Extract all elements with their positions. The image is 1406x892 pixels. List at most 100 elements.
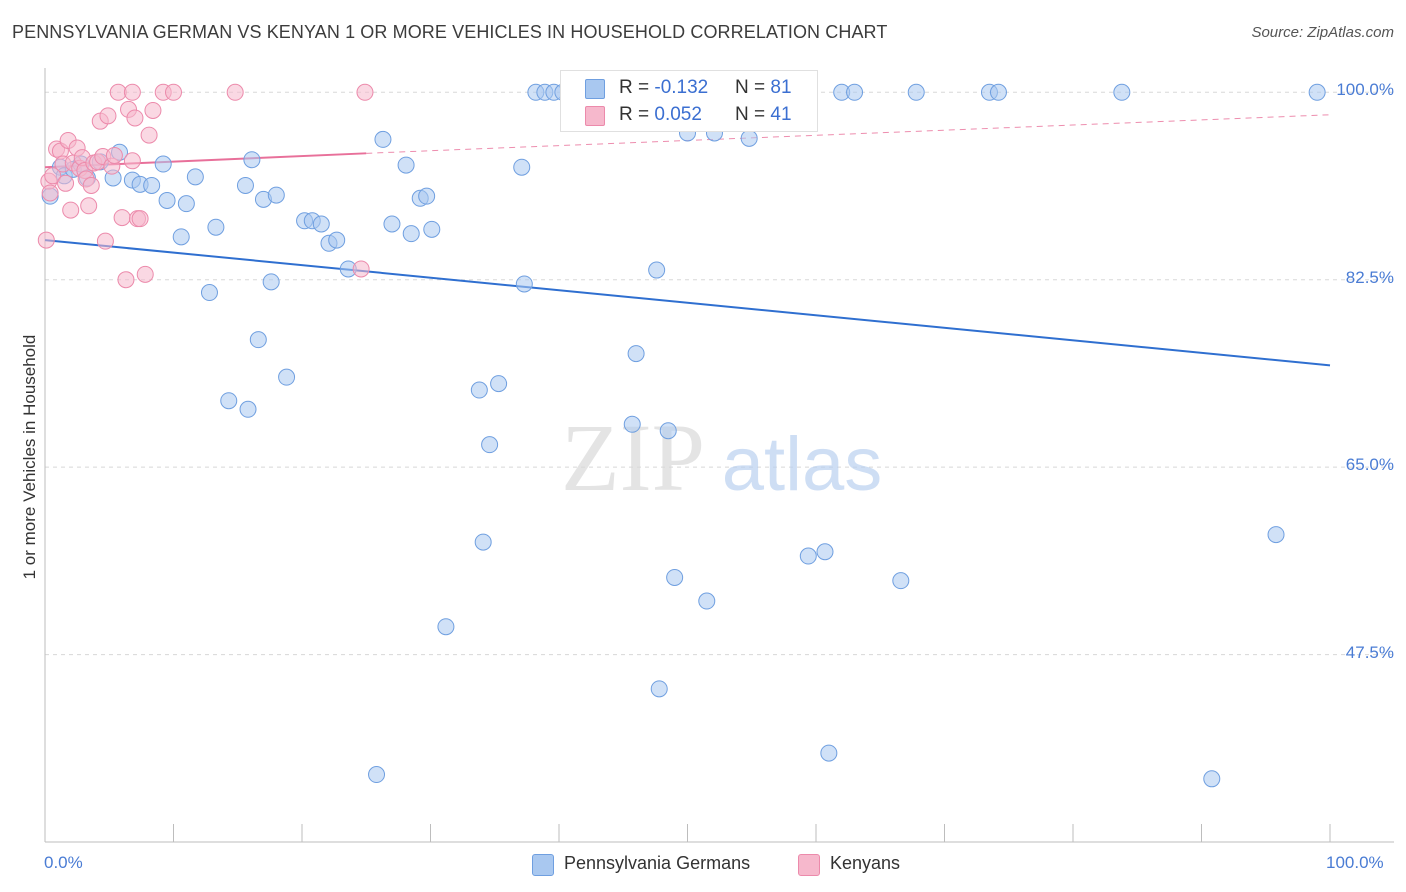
pennsylvania-german-point bbox=[648, 261, 666, 279]
pennsylvania-german-point bbox=[627, 345, 645, 363]
pennsylvania-german-point bbox=[666, 568, 684, 586]
n-stat: N = 81 bbox=[735, 77, 792, 98]
pennsylvania-german-point bbox=[158, 191, 176, 209]
kenyan-point bbox=[62, 201, 80, 219]
pennsylvania-german-point bbox=[481, 436, 499, 454]
pennsylvania-german-point bbox=[1267, 526, 1285, 544]
watermark-atlas: atlas bbox=[722, 422, 883, 507]
pennsylvania-german-point bbox=[328, 231, 346, 249]
pennsylvania-german-point bbox=[892, 572, 910, 590]
pennsylvania-german-point bbox=[816, 543, 834, 561]
kenyan-point bbox=[131, 210, 149, 228]
y-axis-title-wrap: 1 or more Vehicles in Household bbox=[18, 0, 42, 892]
y-tick-label: 47.5% bbox=[1345, 642, 1394, 662]
pennsylvania-german-point bbox=[239, 400, 257, 418]
legend-swatch-blue bbox=[585, 79, 605, 99]
kenyan-point bbox=[57, 174, 75, 192]
kenyan-point bbox=[136, 265, 154, 283]
r-stat: R = 0.052 bbox=[619, 104, 702, 125]
pennsylvania-german-point bbox=[236, 176, 254, 194]
pennsylvania-german-point bbox=[490, 375, 508, 393]
pennsylvania-german-point bbox=[402, 225, 420, 243]
pennsylvania-german-point bbox=[1308, 83, 1326, 101]
pennsylvania-german-point bbox=[177, 195, 195, 213]
pennsylvania-german-point bbox=[186, 168, 204, 186]
pennsylvania-german-point bbox=[418, 187, 436, 205]
pennsylvania-german-point bbox=[989, 83, 1007, 101]
pennsylvania-german-point bbox=[267, 186, 285, 204]
kenyan-point bbox=[126, 109, 144, 127]
pennsylvania-german-point bbox=[243, 151, 261, 169]
pennsylvania-german-point bbox=[698, 592, 716, 610]
pennsylvania-german-point bbox=[820, 744, 838, 762]
kenyan-point bbox=[123, 152, 141, 170]
pennsylvania-german-point bbox=[907, 83, 925, 101]
pennsylvania-german-point bbox=[623, 415, 641, 433]
legend-swatch-pink bbox=[585, 106, 605, 126]
y-tick-label: 82.5% bbox=[1345, 267, 1394, 287]
pennsylvania-german-point bbox=[172, 228, 190, 246]
pennsylvania-german-point bbox=[846, 83, 864, 101]
r-stat: R = -0.132 bbox=[619, 77, 709, 98]
y-axis-title: 1 or more Vehicles in Household bbox=[20, 334, 39, 580]
kenyan-point bbox=[144, 101, 162, 119]
kenyan-point bbox=[99, 107, 117, 125]
data-points bbox=[37, 83, 1326, 788]
pennsylvania-german-point bbox=[200, 284, 218, 302]
n-stat: N = 41 bbox=[735, 104, 792, 125]
pennsylvania-german-point bbox=[1203, 770, 1221, 788]
watermark: ZIP atlas bbox=[561, 404, 882, 511]
x-tick-label-min: 0.0% bbox=[44, 853, 83, 872]
pennsylvania-german-point bbox=[278, 368, 296, 386]
kenyan-point bbox=[226, 83, 244, 101]
legend-swatch-pink bbox=[798, 854, 820, 876]
chart-title: PENNSYLVANIA GERMAN VS KENYAN 1 OR MORE … bbox=[12, 22, 888, 42]
pennsylvania-german-point bbox=[474, 533, 492, 551]
pennsylvania-german-point bbox=[374, 130, 392, 148]
pennsylvania-german-point bbox=[262, 273, 280, 291]
kenyan-point bbox=[113, 209, 131, 227]
pennsylvania-german-point bbox=[799, 547, 817, 565]
legend-label: Pennsylvania Germans bbox=[564, 853, 751, 873]
kenyan-point bbox=[117, 271, 135, 289]
pennsylvania-german-trendline bbox=[44, 239, 1331, 367]
pennsylvania-german-point bbox=[1113, 83, 1131, 101]
kenyan-point bbox=[105, 146, 123, 164]
source-label: Source: ZipAtlas.com bbox=[1251, 24, 1394, 41]
pennsylvania-german-point bbox=[740, 129, 758, 147]
pennsylvania-german-point bbox=[143, 176, 161, 194]
series-legend: Pennsylvania Germans Kenyans bbox=[0, 852, 1406, 878]
kenyan-trendline-extension bbox=[366, 114, 1331, 154]
pennsylvania-german-point bbox=[312, 215, 330, 233]
pennsylvania-german-point bbox=[513, 158, 531, 176]
pennsylvania-german-point bbox=[249, 331, 267, 349]
stats-legend: R = -0.132 N = 81 R = 0.052 N = 41 bbox=[560, 70, 818, 132]
pennsylvania-german-point bbox=[470, 381, 488, 399]
kenyan-point bbox=[352, 260, 370, 278]
pennsylvania-german-point bbox=[659, 422, 677, 440]
y-tick-label: 65.0% bbox=[1345, 455, 1394, 475]
pennsylvania-german-point bbox=[207, 218, 225, 236]
kenyan-point bbox=[44, 167, 62, 185]
x-tick-label-max: 100.0% bbox=[1326, 853, 1384, 872]
kenyan-point bbox=[356, 83, 374, 101]
grid-lines bbox=[45, 91, 1394, 656]
y-tick-label: 100.0% bbox=[1336, 80, 1394, 100]
pennsylvania-german-point bbox=[368, 766, 386, 784]
pennsylvania-german-point bbox=[154, 155, 172, 173]
kenyan-point bbox=[41, 184, 59, 202]
legend-swatch-blue bbox=[532, 854, 554, 876]
kenyan-point bbox=[96, 232, 114, 250]
pennsylvania-german-point bbox=[437, 618, 455, 636]
kenyan-point bbox=[82, 176, 100, 194]
kenyan-point bbox=[109, 83, 127, 101]
pennsylvania-german-point bbox=[423, 220, 441, 238]
pennsylvania-german-point bbox=[397, 156, 415, 174]
trend-lines bbox=[44, 114, 1331, 367]
kenyan-point bbox=[37, 231, 55, 249]
kenyan-point bbox=[140, 126, 158, 144]
kenyan-point bbox=[165, 83, 182, 101]
kenyan-point bbox=[123, 83, 141, 101]
pennsylvania-german-point bbox=[515, 275, 533, 293]
